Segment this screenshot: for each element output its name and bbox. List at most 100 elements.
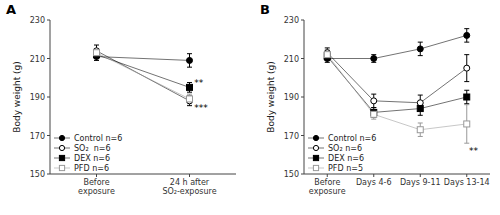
series-line [97,53,190,99]
error-bar-cap [371,119,376,120]
series-line [327,35,467,58]
panel-title: B [260,2,270,17]
x-tick-label: Beforeexposure [78,178,115,196]
x-tick [189,174,190,177]
error-bar [325,50,330,60]
legend-label: SO₂ n=6 [328,144,362,153]
y-tick-label: 150 [30,170,45,179]
legend-entry: DEX n=6 [308,154,364,163]
data-point [417,46,423,52]
data-point [417,100,423,106]
legend: Control n=6SO₂ n=6DEX n=6PFD n=6 [54,134,122,173]
x-tick-label: Days 4-6 [356,178,392,187]
error-bar-cap [187,94,192,95]
x-tick [373,174,374,177]
x-tick-label: Days 9-11 [400,178,441,187]
error-bar-cap [418,115,423,116]
error-bar-cap [464,42,469,43]
error-bar-cap [464,28,469,29]
data-point [187,57,193,63]
y-tick [301,20,304,21]
error-bar-cap [418,95,423,96]
legend-label: DEX n=6 [328,154,364,163]
error-bar [464,105,469,144]
error-bar-cap [464,81,469,82]
y-label: Body weight (g) [12,61,22,133]
legend-marker [313,165,318,170]
y-tick-label: 190 [284,93,299,102]
legend-entry: Control n=6 [54,134,122,143]
error-bar-cap [464,104,469,105]
error-bar [371,94,376,107]
y-tick-label: 150 [284,170,299,179]
panel: A150170190210230Body weight (g)Beforeexp… [6,2,236,196]
error-bar [94,45,99,57]
legend-label: SO₂ n=6 [74,144,111,153]
y-tick [301,58,304,59]
legend-marker [59,165,64,170]
series-line [97,51,190,101]
error-bar-cap [94,45,99,46]
x-tick [466,174,467,177]
y-tick [47,97,50,98]
error-bar-cap [371,107,376,108]
annotation: ** [469,146,479,156]
error-bar [464,90,469,103]
data-point [371,111,377,117]
annotation: *** [194,103,208,113]
legend-marker [59,135,64,140]
data-point [187,96,193,102]
chart: A150170190210230Body weight (g)Beforeexp… [0,0,500,215]
error-bar [187,94,192,104]
x-tick [327,174,328,177]
legend-entry: PFD n=5 [308,164,363,173]
error-bar [371,55,376,63]
x-tick-label-line: Days 9-11 [400,178,441,187]
data-point [371,98,377,104]
error-bar-cap [325,47,330,48]
error-bar-cap [187,105,192,106]
legend: Control n=6SO₂ n=6DEX n=6PFD n=5 [308,134,376,173]
y-tick [301,135,304,136]
error-bar [464,55,469,82]
legend-entry: DEX n=6 [54,154,110,163]
x-tick-label-line: exposure [309,187,346,196]
error-bar-cap [187,82,192,83]
error-bar [187,83,192,93]
error-bar [187,96,192,106]
error-bar-cap [464,103,469,104]
legend-label: Control n=6 [328,134,376,143]
error-bar-cap [418,136,423,137]
error-bar-cap [418,55,423,56]
data-point [464,32,470,38]
data-point [417,127,423,133]
x-axis [304,174,490,175]
plot-area [94,45,193,106]
legend-entry: SO₂ n=6 [308,144,362,153]
legend-entry: Control n=6 [308,134,376,143]
y-tick [301,174,304,175]
legend-entry: SO₂ n=6 [54,144,111,153]
x-axis [50,174,236,175]
y-tick-label: 230 [30,16,45,25]
error-bar-cap [418,42,423,43]
x-tick-label-line: Days 4-6 [356,178,392,187]
error-bar [325,48,330,58]
y-tick [47,58,50,59]
x-tick-label-line: 24 h after [170,178,210,187]
legend-marker [59,145,64,150]
error-bar-cap [464,90,469,91]
data-point [464,94,470,100]
plot-area [324,29,470,144]
error-bar [464,29,469,42]
error-bar-cap [187,92,192,93]
x-tick [96,174,97,177]
error-bar-cap [464,54,469,55]
legend-label: Control n=6 [74,134,122,143]
error-bar-cap [371,94,376,95]
series-line [327,53,467,103]
y-tick [47,20,50,21]
panel: B150170190210230Body weight (g)Beforeexp… [260,2,490,196]
error-bar [418,42,423,55]
error-bar-cap [187,67,192,68]
